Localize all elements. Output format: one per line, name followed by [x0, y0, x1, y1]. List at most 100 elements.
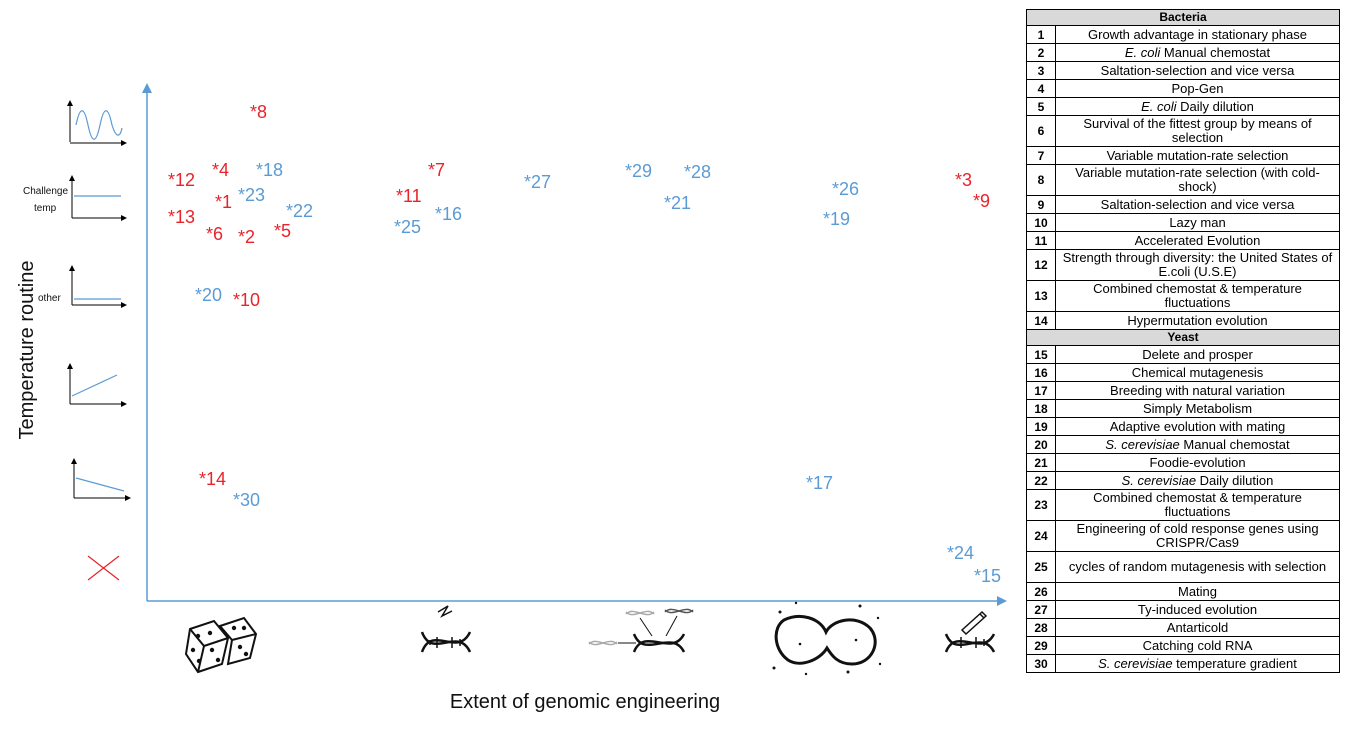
legend-text: temperature gradient	[1172, 655, 1297, 671]
point-29: *29	[625, 161, 652, 181]
legend-text: Survival of the fittest group by means o…	[1083, 116, 1312, 145]
legend-text: Saltation-selection and vice versa	[1100, 62, 1295, 78]
legend-text: Manual chemostat	[1179, 436, 1290, 452]
legend-row: 16 Chemical mutagenesis	[1026, 363, 1340, 382]
legend-description: E. coli Daily dilution	[1055, 97, 1340, 116]
legend-row: 17 Breeding with natural variation	[1026, 381, 1340, 400]
point-28: *28	[684, 162, 711, 182]
legend-row: 23 Combined chemostat & temperature fluct…	[1026, 489, 1340, 521]
legend-row: 22 S. cerevisiae Daily dilution	[1026, 471, 1340, 490]
bacteria-header-label: Bacteria	[1026, 9, 1340, 26]
legend-description: Delete and prosper	[1055, 345, 1340, 364]
legend-text: Adaptive evolution with mating	[1109, 418, 1286, 434]
legend-text: Combined chemostat & temperature fluctua…	[1093, 490, 1302, 519]
legend-description: Saltation-selection and vice versa	[1055, 61, 1340, 80]
legend-description: E. coli Manual chemostat	[1055, 43, 1340, 62]
point-1: *1	[215, 192, 232, 212]
legend-number: 13	[1026, 280, 1056, 312]
legend-row: 27 Ty-induced evolution	[1026, 600, 1340, 619]
point-27: *27	[524, 172, 551, 192]
legend-species: S. cerevisiae	[1098, 655, 1173, 671]
legend-number: 4	[1026, 79, 1056, 98]
legend-row: 29 Catching cold RNA	[1026, 636, 1340, 655]
point-30: *30	[233, 490, 260, 510]
legend-description: S. cerevisiae Daily dilution	[1055, 471, 1340, 490]
legend-description: Ty-induced evolution	[1055, 600, 1340, 619]
point-9: *9	[973, 191, 990, 211]
legend-number: 6	[1026, 115, 1056, 147]
legend-number: 12	[1026, 249, 1056, 281]
legend-row: 12 Strength through diversity: the United…	[1026, 249, 1340, 281]
increasing-temperature-icon	[67, 363, 127, 407]
legend-row: 10 Lazy man	[1026, 213, 1340, 232]
legend-number: 18	[1026, 399, 1056, 418]
legend-description: Antarticold	[1055, 618, 1340, 637]
legend-number: 3	[1026, 61, 1056, 80]
legend-description: S. cerevisiae Manual chemostat	[1055, 435, 1340, 454]
legend-description: Accelerated Evolution	[1055, 231, 1340, 250]
legend-row: 28 Antarticold	[1026, 618, 1340, 637]
legend-text: Growth advantage in stationary phase	[1088, 26, 1307, 42]
legend-number: 7	[1026, 146, 1056, 165]
legend-number: 2	[1026, 43, 1056, 62]
legend-description: Mating	[1055, 582, 1340, 601]
legend-text: Simply Metabolism	[1142, 400, 1253, 416]
legend-row: 24 Engineering of cold response genes usi…	[1026, 520, 1340, 552]
legend-row: 20 S. cerevisiae Manual chemostat	[1026, 435, 1340, 454]
legend-text: Daily dilution	[1196, 472, 1274, 488]
point-21: *21	[664, 193, 691, 213]
legend-description: Variable mutation-rate selection (with c…	[1055, 164, 1340, 196]
recombined-dna-icon	[588, 608, 694, 653]
legend-text: Ty-induced evolution	[1137, 601, 1258, 617]
legend-description: Chemical mutagenesis	[1055, 363, 1340, 382]
legend-number: 24	[1026, 520, 1056, 552]
diagram-plot: Temperature routine Extent of genomic en…	[16, 83, 1007, 713]
legend-row: 4 Pop-Gen	[1026, 79, 1340, 98]
legend-number: 1	[1026, 25, 1056, 44]
legend-text: Foodie-evolution	[1149, 454, 1246, 470]
mating-cells-icon	[772, 601, 882, 676]
temp-label: temp	[34, 203, 57, 214]
legend-row: 25 cycles of random mutagenesis with sele…	[1026, 551, 1340, 583]
legend-description: Growth advantage in stationary phase	[1055, 25, 1340, 44]
legend-row: 1 Growth advantage in stationary phase	[1026, 25, 1340, 44]
legend-number: 23	[1026, 489, 1056, 521]
legend-description: Saltation-selection and vice versa	[1055, 195, 1340, 214]
point-24: *24	[947, 543, 974, 563]
legend-number: 19	[1026, 417, 1056, 436]
legend-description: cycles of random mutagenesis with select…	[1055, 551, 1340, 583]
legend-description: S. cerevisiae temperature gradient	[1055, 654, 1340, 673]
legend-species: E. coli	[1141, 98, 1177, 114]
legend-row: 3 Saltation-selection and vice versa	[1026, 61, 1340, 80]
legend-text: Breeding with natural variation	[1110, 382, 1285, 398]
legend-row: 21 Foodie-evolution	[1026, 453, 1340, 472]
legend-description: Variable mutation-rate selection	[1055, 146, 1340, 165]
legend-text: Delete and prosper	[1142, 346, 1253, 362]
legend-text: Chemical mutagenesis	[1131, 364, 1264, 380]
point-3: *3	[955, 170, 972, 190]
no-temperature-icon	[87, 555, 120, 581]
legend-number: 10	[1026, 213, 1056, 232]
legend-species: S. cerevisiae	[1105, 436, 1180, 452]
point-11: *11	[396, 186, 422, 206]
legend-number: 21	[1026, 453, 1056, 472]
point-4: *4	[212, 160, 229, 180]
other-temperature-icon: other	[38, 265, 127, 308]
point-13: *13	[168, 207, 195, 227]
point-10: *10	[233, 290, 260, 310]
legend-description: Catching cold RNA	[1055, 636, 1340, 655]
legend-description: Simply Metabolism	[1055, 399, 1340, 418]
point-16: *16	[435, 204, 462, 224]
legend-text: Strength through diversity: the United S…	[1062, 250, 1333, 279]
legend-description: Combined chemostat & temperature fluctua…	[1055, 489, 1340, 521]
legend-row: 13 Combined chemostat & temperature fluct…	[1026, 280, 1340, 312]
legend-row: 9 Saltation-selection and vice versa	[1026, 195, 1340, 214]
point-7: *7	[428, 160, 445, 180]
legend-row: 30 S. cerevisiae temperature gradient	[1026, 654, 1340, 673]
data-points: *8 *4 *18 *12 *1 *23 *22 *13 *6 *2 *5 *7 *11 *16 *25 *2…	[168, 102, 1001, 586]
legend-text: Hypermutation evolution	[1127, 312, 1268, 328]
legend-number: 27	[1026, 600, 1056, 619]
legend-description: Strength through diversity: the United S…	[1055, 249, 1340, 281]
edited-dna-icon	[944, 610, 996, 653]
point-22: *22	[286, 201, 313, 221]
